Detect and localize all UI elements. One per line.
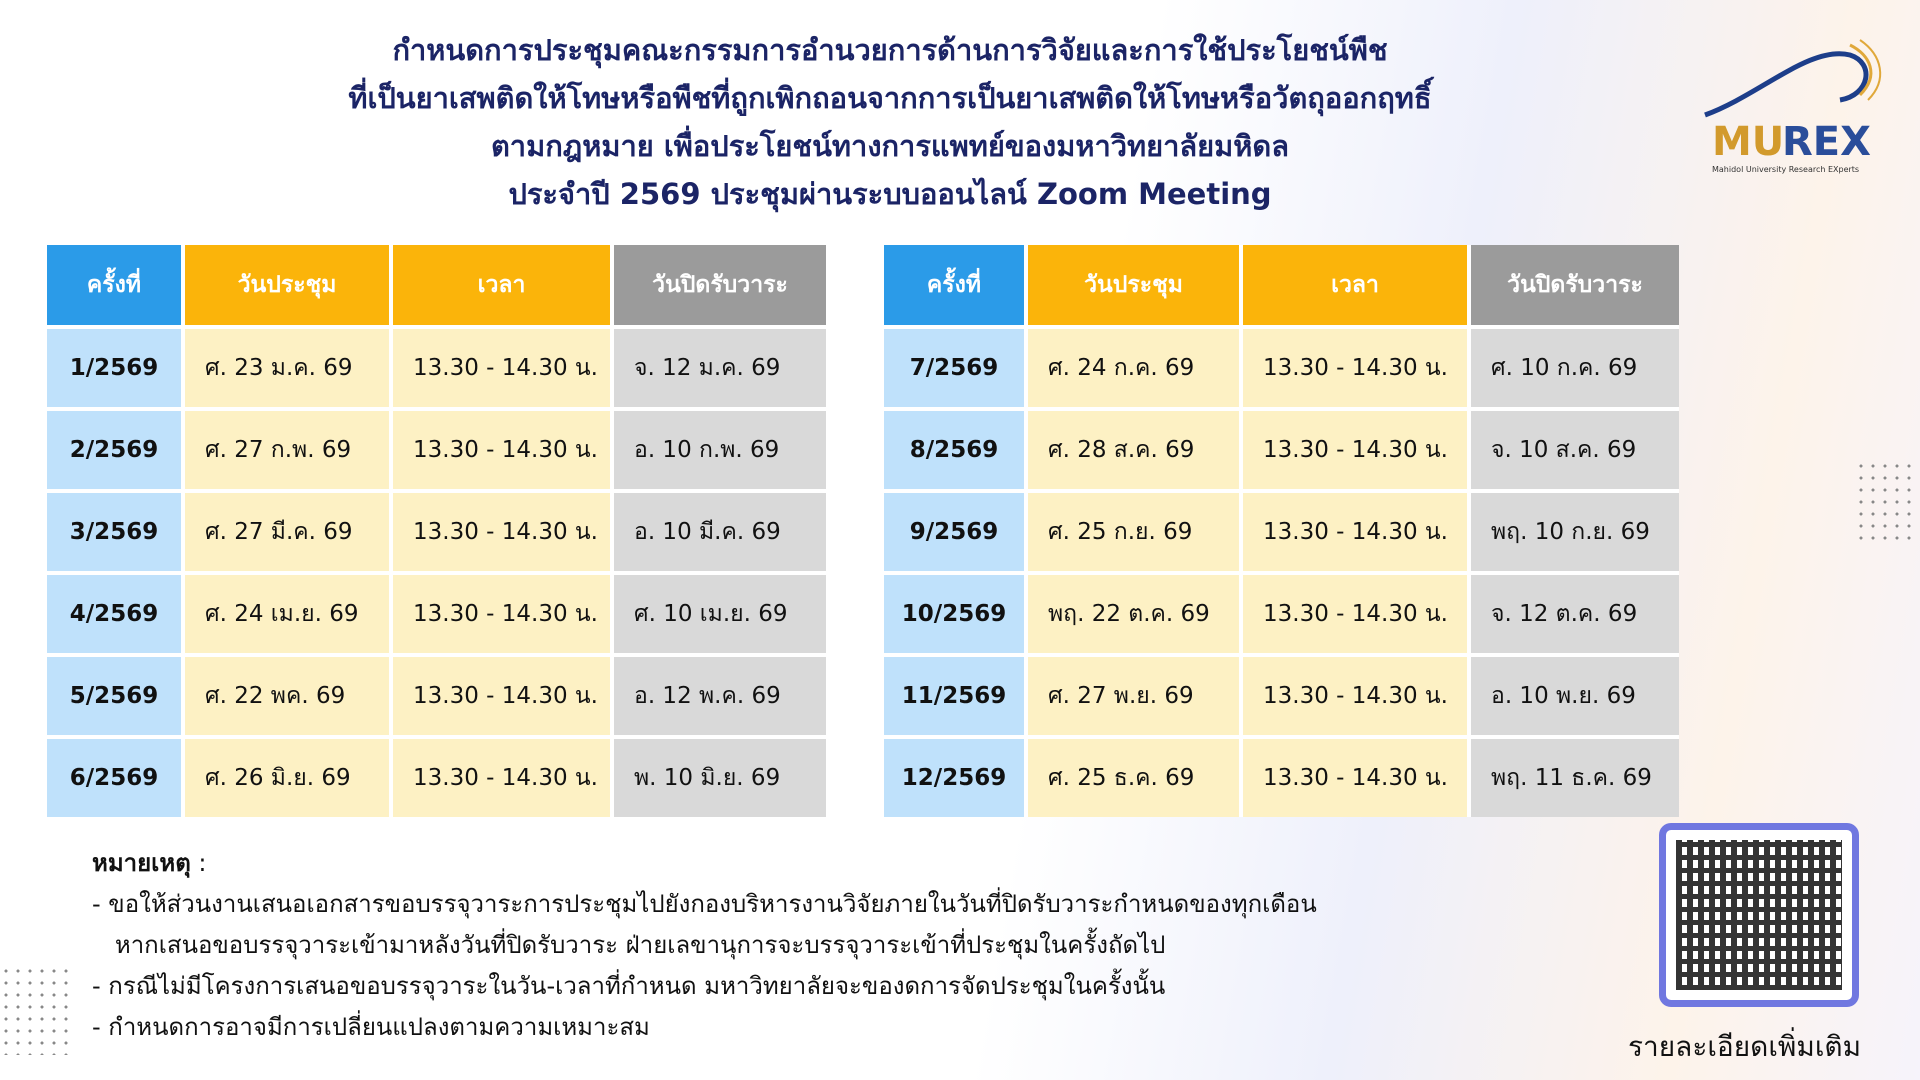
meeting-date-cell: ศ. 28 ส.ค. 69	[1028, 411, 1239, 489]
murex-logo: MU REX Mahidol University Research EXper…	[1700, 25, 1890, 180]
meeting-date-cell: ศ. 23 ม.ค. 69	[185, 329, 389, 407]
meeting-date-cell: พฤ. 22 ต.ค. 69	[1028, 575, 1239, 653]
column-header: วันประชุม	[1028, 245, 1239, 325]
svg-text:Mahidol University Research EX: Mahidol University Research EXperts	[1712, 165, 1859, 174]
note-line: หากเสนอขอบรรจุวาระเข้ามาหลังวันที่ปิดรับ…	[92, 931, 1166, 959]
time-cell: 13.30 - 14.30 น.	[1243, 739, 1467, 817]
time-cell: 13.30 - 14.30 น.	[1243, 575, 1467, 653]
session-cell: 6/2569	[47, 739, 181, 817]
meeting-date-cell: ศ. 26 มิ.ย. 69	[185, 739, 389, 817]
deadline-cell: พฤ. 10 ก.ย. 69	[1471, 493, 1679, 571]
session-cell: 5/2569	[47, 657, 181, 735]
deadline-cell: อ. 10 พ.ย. 69	[1471, 657, 1679, 735]
notes: หมายเหตุ : - ขอให้ส่วนงานเสนอเอกสารขอบรร…	[92, 843, 1317, 1048]
deadline-cell: จ. 12 ต.ค. 69	[1471, 575, 1679, 653]
time-cell: 13.30 - 14.30 น.	[393, 329, 610, 407]
column-header: เวลา	[393, 245, 610, 325]
title-line: ที่เป็นยาเสพติดให้โทษหรือพืชที่ถูกเพิกถอ…	[348, 81, 1432, 115]
deadline-cell: อ. 10 ก.พ. 69	[614, 411, 826, 489]
column-header: วันปิดรับวาระ	[614, 245, 826, 325]
session-cell: 7/2569	[884, 329, 1024, 407]
time-cell: 13.30 - 14.30 น.	[1243, 411, 1467, 489]
meeting-date-cell: ศ. 27 ก.พ. 69	[185, 411, 389, 489]
title-line: ตามกฎหมาย เพื่อประโยชน์ทางการแพทย์ของมหา…	[490, 129, 1290, 163]
column-header: วันประชุม	[185, 245, 389, 325]
column-header: ครั้งที่	[884, 245, 1024, 325]
time-cell: 13.30 - 14.30 น.	[393, 575, 610, 653]
time-cell: 13.30 - 14.30 น.	[393, 739, 610, 817]
meeting-date-cell: ศ. 24 ก.ค. 69	[1028, 329, 1239, 407]
qr-caption: รายละเอียดเพิ่มเติม	[1628, 1030, 1862, 1063]
time-cell: 13.30 - 14.30 น.	[1243, 657, 1467, 735]
qr-pattern	[1676, 840, 1842, 990]
note-line: - กำหนดการอาจมีการเปลี่ยนแปลงตามความเหมา…	[92, 1013, 650, 1041]
time-cell: 13.30 - 14.30 น.	[393, 657, 610, 735]
qr-code[interactable]	[1659, 823, 1859, 1007]
deadline-cell: ศ. 10 ก.ค. 69	[1471, 329, 1679, 407]
notes-title: หมายเหตุ	[92, 849, 191, 877]
session-cell: 1/2569	[47, 329, 181, 407]
deadline-cell: พฤ. 11 ธ.ค. 69	[1471, 739, 1679, 817]
session-cell: 8/2569	[884, 411, 1024, 489]
meeting-date-cell: ศ. 22 พค. 69	[185, 657, 389, 735]
deadline-cell: จ. 12 ม.ค. 69	[614, 329, 826, 407]
column-header: ครั้งที่	[47, 245, 181, 325]
decorative-dots	[1855, 460, 1915, 540]
schedule-table-right: ครั้งที่ วันประชุม เวลา วันปิดรับวาระ 7/2569…	[884, 245, 1679, 817]
session-cell: 11/2569	[884, 657, 1024, 735]
session-cell: 10/2569	[884, 575, 1024, 653]
title-line: ประจำปี 2569 ประชุมผ่านระบบออนไลน์ Zoom …	[508, 177, 1272, 211]
meeting-date-cell: ศ. 27 พ.ย. 69	[1028, 657, 1239, 735]
deadline-cell: พ. 10 มิ.ย. 69	[614, 739, 826, 817]
session-cell: 12/2569	[884, 739, 1024, 817]
note-line: - ขอให้ส่วนงานเสนอเอกสารขอบรรจุวาระการปร…	[92, 890, 1317, 918]
session-cell: 4/2569	[47, 575, 181, 653]
meeting-date-cell: ศ. 27 มี.ค. 69	[185, 493, 389, 571]
column-header: วันปิดรับวาระ	[1471, 245, 1679, 325]
note-line: - กรณีไม่มีโครงการเสนอขอบรรจุวาระในวัน-เ…	[92, 972, 1166, 1000]
deadline-cell: ศ. 10 เม.ย. 69	[614, 575, 826, 653]
session-cell: 2/2569	[47, 411, 181, 489]
time-cell: 13.30 - 14.30 น.	[1243, 329, 1467, 407]
svg-text:MU: MU	[1712, 119, 1784, 165]
deadline-cell: จ. 10 ส.ค. 69	[1471, 411, 1679, 489]
session-cell: 9/2569	[884, 493, 1024, 571]
session-cell: 3/2569	[47, 493, 181, 571]
title-line: กำหนดการประชุมคณะกรรมการอำนวยการด้านการว…	[392, 33, 1388, 67]
column-header: เวลา	[1243, 245, 1467, 325]
meeting-date-cell: ศ. 24 เม.ย. 69	[185, 575, 389, 653]
meeting-date-cell: ศ. 25 ธ.ค. 69	[1028, 739, 1239, 817]
svg-text:REX: REX	[1782, 119, 1871, 165]
page-title: กำหนดการประชุมคณะกรรมการอำนวยการด้านการว…	[180, 26, 1600, 218]
deadline-cell: อ. 10 มี.ค. 69	[614, 493, 826, 571]
time-cell: 13.30 - 14.30 น.	[1243, 493, 1467, 571]
meeting-date-cell: ศ. 25 ก.ย. 69	[1028, 493, 1239, 571]
decorative-dots	[0, 965, 72, 1055]
schedule-table-left: ครั้งที่ วันประชุม เวลา วันปิดรับวาระ 1/2569…	[47, 245, 826, 817]
deadline-cell: อ. 12 พ.ค. 69	[614, 657, 826, 735]
time-cell: 13.30 - 14.30 น.	[393, 411, 610, 489]
notes-colon: :	[190, 849, 207, 877]
time-cell: 13.30 - 14.30 น.	[393, 493, 610, 571]
